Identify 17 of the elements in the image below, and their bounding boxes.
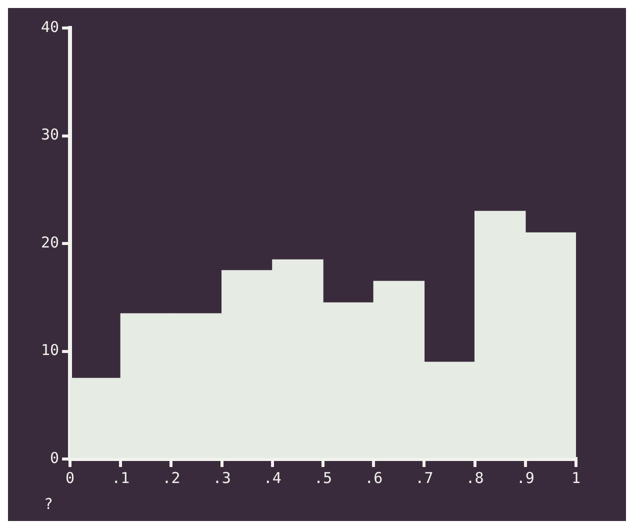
- x-tick-label: .4: [263, 468, 282, 487]
- x-tick-label: .2: [162, 468, 180, 487]
- y-tick-label: 0: [50, 448, 60, 467]
- x-tick-label: .1: [112, 468, 130, 487]
- y-tick-label: 30: [41, 126, 60, 144]
- text: ?: [44, 495, 54, 513]
- x-tick-label: .5: [314, 468, 332, 487]
- x-tick-label: .6: [364, 468, 383, 487]
- x-tick-label: 0: [66, 468, 75, 487]
- y-tick-label: 10: [41, 341, 60, 360]
- y-tick-label: 20: [41, 233, 60, 252]
- x-tick-label: 1: [571, 468, 581, 487]
- x-tick-label: .7: [415, 468, 434, 487]
- x-tick-label: .3: [212, 468, 231, 487]
- y-tick-label: 40: [41, 18, 60, 36]
- x-tick-label: .9: [516, 468, 534, 487]
- x-tick-label: .8: [466, 468, 484, 487]
